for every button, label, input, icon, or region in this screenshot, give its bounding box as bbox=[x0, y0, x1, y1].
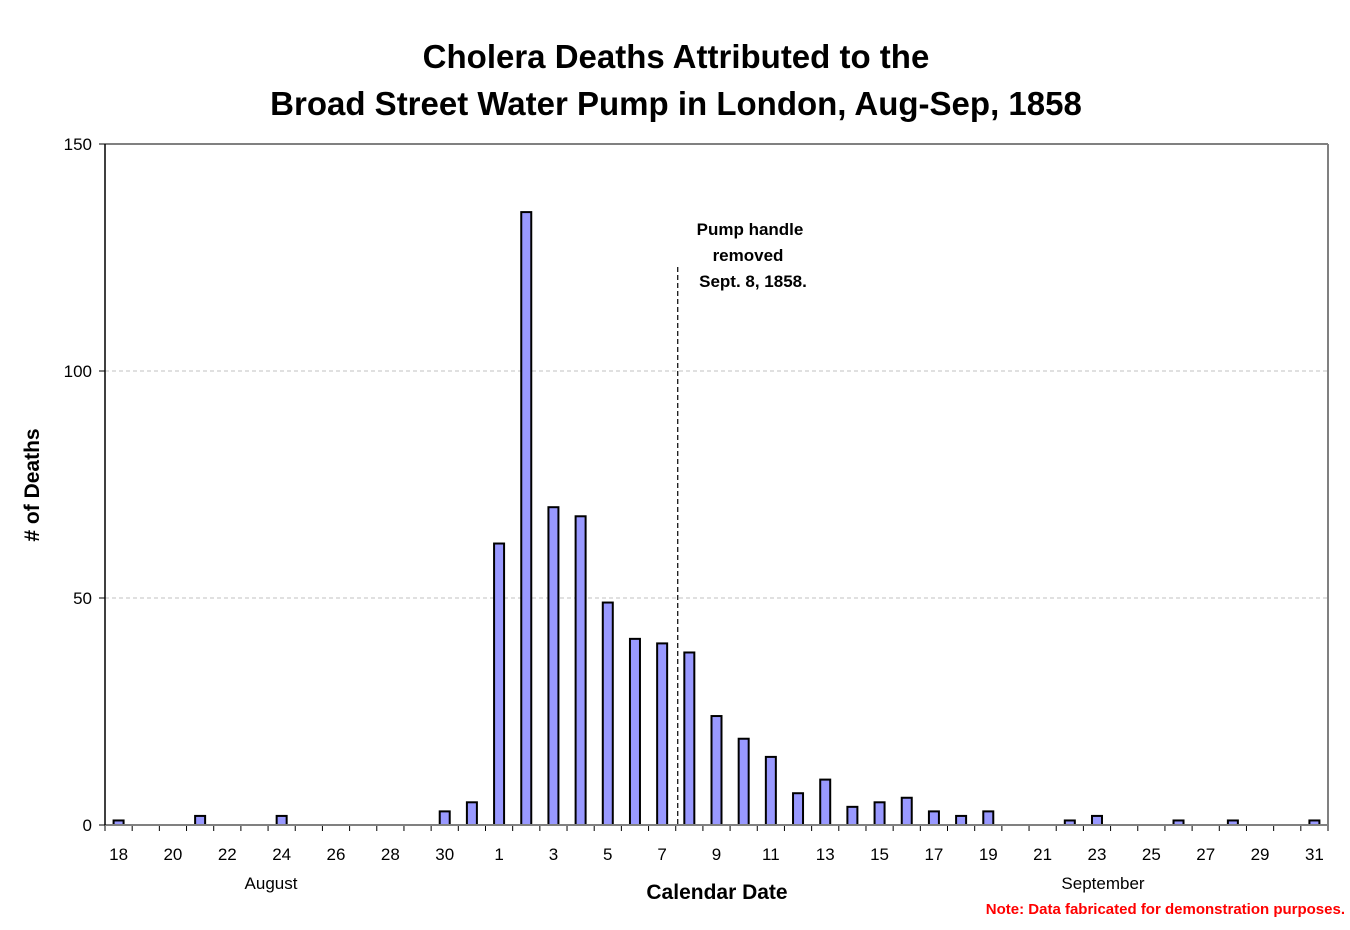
annotation-line-1: Pump handle bbox=[697, 220, 804, 239]
x-tick-label: 30 bbox=[435, 845, 454, 864]
bar bbox=[982, 810, 995, 827]
bar bbox=[194, 814, 207, 826]
x-tick-label: 5 bbox=[603, 845, 612, 864]
x-tick-label: 26 bbox=[327, 845, 346, 864]
x-tick-label: 23 bbox=[1088, 845, 1107, 864]
x-tick-label: 20 bbox=[163, 845, 182, 864]
bar bbox=[927, 810, 940, 827]
month-label-august: August bbox=[245, 874, 298, 893]
x-tick-label: 15 bbox=[870, 845, 889, 864]
x-tick-label: 18 bbox=[109, 845, 128, 864]
y-axis-title: # of Deaths bbox=[21, 428, 44, 541]
x-tick-label: 28 bbox=[381, 845, 400, 864]
bar bbox=[873, 801, 886, 826]
bar bbox=[764, 755, 777, 827]
x-tick-label: 29 bbox=[1251, 845, 1270, 864]
gridlines bbox=[105, 370, 1328, 599]
bar bbox=[737, 737, 750, 826]
x-tick-label: 3 bbox=[549, 845, 558, 864]
x-tick-label: 19 bbox=[979, 845, 998, 864]
x-tick-label: 21 bbox=[1033, 845, 1052, 864]
y-tick-label: 150 bbox=[64, 135, 92, 154]
bar bbox=[493, 542, 506, 827]
annotation-line-2: removed bbox=[713, 246, 784, 265]
y-tick-label: 0 bbox=[83, 816, 92, 835]
bar bbox=[1090, 814, 1103, 826]
x-tick-label: 13 bbox=[816, 845, 835, 864]
x-tick-label: 9 bbox=[712, 845, 721, 864]
bar bbox=[520, 211, 533, 827]
x-tick-label: 17 bbox=[924, 845, 943, 864]
bar bbox=[438, 810, 451, 827]
x-axis-title: Calendar Date bbox=[646, 881, 787, 904]
x-tick-label: 25 bbox=[1142, 845, 1161, 864]
y-tick-label: 100 bbox=[64, 362, 92, 381]
chart-title-line-1: Cholera Deaths Attributed to the bbox=[423, 38, 930, 75]
x-axis-ticks: 18 20 22 24 26 28 30 1 3 5 7 9 11 13 15 17 19 21 23 25 27 29 3… bbox=[104, 825, 1329, 864]
x-tick-label: 22 bbox=[218, 845, 237, 864]
bars bbox=[112, 211, 1321, 827]
x-tick-label: 24 bbox=[272, 845, 291, 864]
bar bbox=[574, 515, 587, 827]
bar bbox=[683, 651, 696, 826]
x-tick-label: 1 bbox=[494, 845, 503, 864]
x-tick-label: 27 bbox=[1196, 845, 1215, 864]
x-tick-label: 31 bbox=[1305, 845, 1324, 864]
month-label-september: September bbox=[1061, 874, 1144, 893]
bar bbox=[900, 796, 913, 827]
annotation-line-3: Sept. 8, 1858. bbox=[699, 272, 807, 291]
bar bbox=[819, 778, 832, 826]
x-tick-label: 7 bbox=[657, 845, 666, 864]
bar bbox=[628, 637, 641, 826]
chart-title-line-2: Broad Street Water Pump in London, Aug-S… bbox=[270, 85, 1082, 122]
bar bbox=[710, 715, 723, 826]
bar bbox=[955, 814, 968, 826]
bar bbox=[275, 814, 288, 826]
bar bbox=[792, 792, 805, 826]
bar bbox=[465, 801, 478, 826]
bar bbox=[547, 506, 560, 826]
bar bbox=[601, 601, 614, 826]
bar bbox=[656, 642, 669, 827]
y-tick-label: 50 bbox=[73, 589, 92, 608]
x-tick-label: 11 bbox=[762, 845, 780, 864]
data-disclaimer-note: Note: Data fabricated for demonstration … bbox=[986, 901, 1345, 918]
bar bbox=[846, 805, 859, 827]
y-axis-ticks: 0 50 100 150 bbox=[64, 135, 105, 835]
